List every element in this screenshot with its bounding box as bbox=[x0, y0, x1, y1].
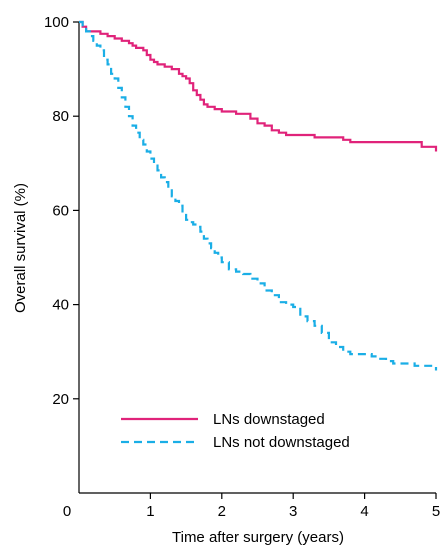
x-tick-label: 4 bbox=[360, 503, 368, 520]
x-tick-label: 3 bbox=[289, 503, 297, 520]
x-tick-label: 2 bbox=[218, 503, 226, 520]
y-tick-label: 80 bbox=[52, 108, 69, 125]
y-tick-label: 100 bbox=[44, 14, 69, 31]
legend-label: LNs downstaged bbox=[213, 411, 325, 428]
series-line bbox=[79, 20, 438, 371]
x-tick-label: 1 bbox=[146, 503, 154, 520]
y-axis-title: Overall survival (%) bbox=[12, 183, 29, 313]
x-axis-title: Time after surgery (years) bbox=[172, 529, 344, 546]
y-tick-label: 40 bbox=[52, 297, 69, 314]
x-tick-label: 5 bbox=[432, 503, 440, 520]
y-tick-label: 60 bbox=[52, 202, 69, 219]
plot-area bbox=[79, 20, 438, 371]
axes: 20 40 60 80 100 0 1 2 3 4 5 bbox=[44, 14, 440, 520]
y-tick-label: 20 bbox=[52, 391, 69, 408]
legend-label: LNs not downstaged bbox=[213, 434, 350, 451]
x-tick-label: 0 bbox=[63, 503, 71, 520]
legend: LNs downstaged LNs not downstaged bbox=[121, 411, 350, 451]
series-line bbox=[79, 20, 438, 152]
